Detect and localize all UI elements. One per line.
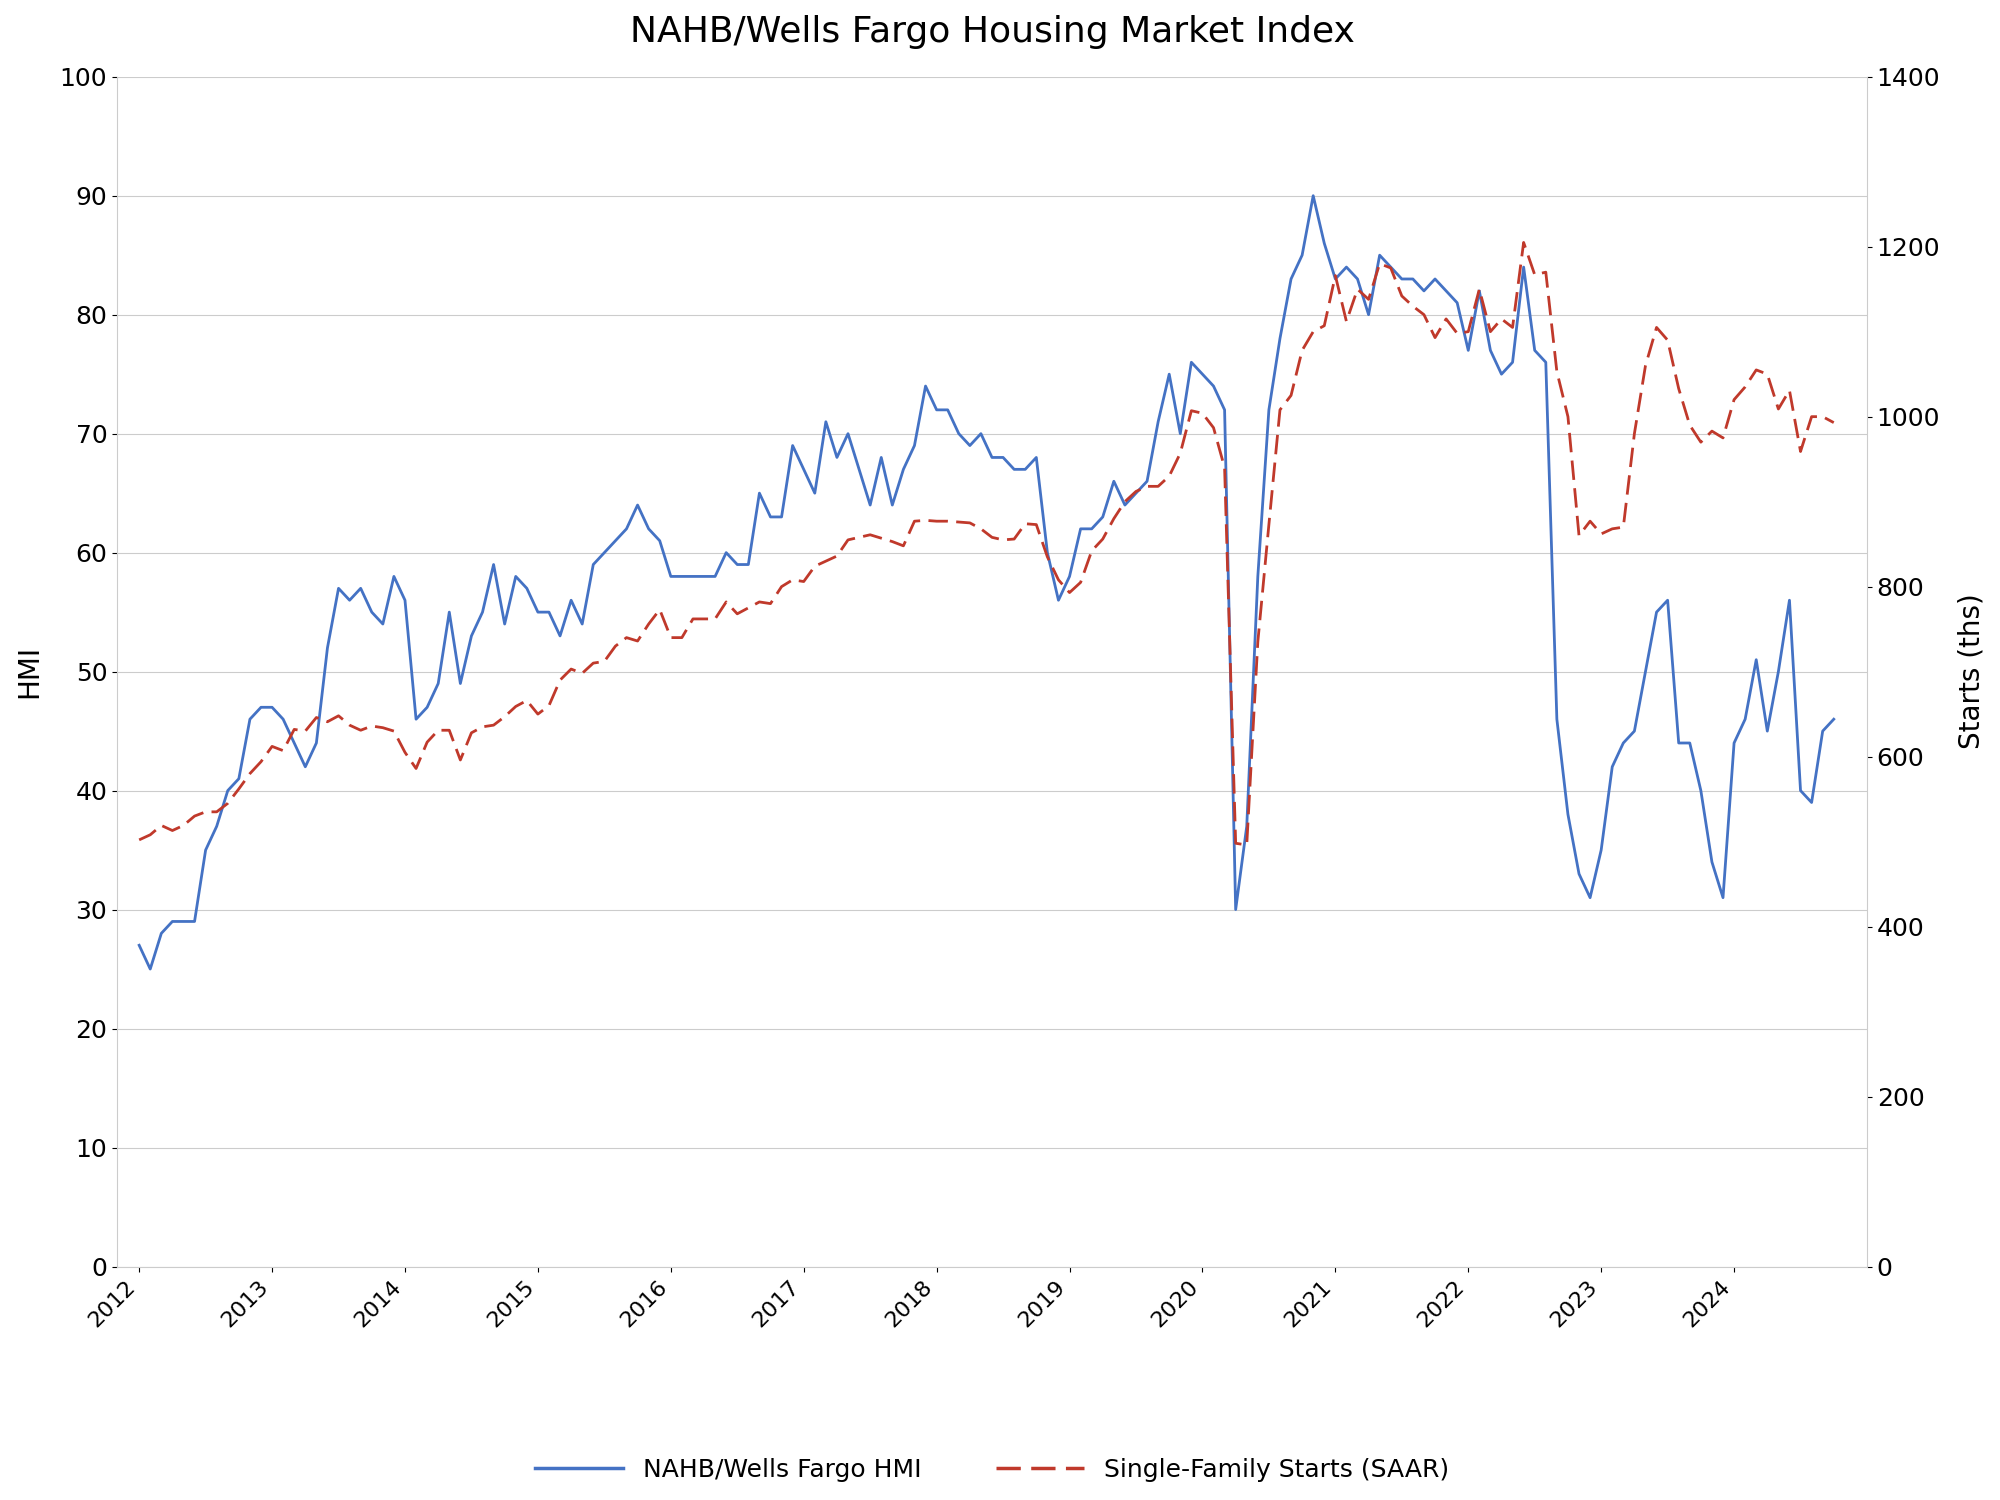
NAHB/Wells Fargo HMI	[128, 936, 152, 954]
Line: Single-Family Starts (SAAR): Single-Family Starts (SAAR)	[140, 243, 1834, 844]
Line: NAHB/Wells Fargo HMI: NAHB/Wells Fargo HMI	[140, 195, 1834, 969]
NAHB/Wells Fargo HMI	[736, 555, 760, 573]
Y-axis label: Starts (ths): Starts (ths)	[1958, 594, 1986, 750]
NAHB/Wells Fargo HMI	[1212, 400, 1236, 418]
Title: NAHB/Wells Fargo Housing Market Index: NAHB/Wells Fargo Housing Market Index	[630, 15, 1354, 50]
Legend: NAHB/Wells Fargo HMI, Single-Family Starts (SAAR): NAHB/Wells Fargo HMI, Single-Family Star…	[526, 1448, 1458, 1492]
Single-Family Starts (SAAR)	[726, 604, 750, 622]
Single-Family Starts (SAAR)	[128, 831, 152, 849]
Single-Family Starts (SAAR)	[1512, 234, 1536, 252]
Single-Family Starts (SAAR)	[1202, 419, 1226, 436]
Y-axis label: HMI: HMI	[14, 645, 42, 698]
NAHB/Wells Fargo HMI	[1302, 186, 1326, 204]
Single-Family Starts (SAAR)	[1822, 414, 1846, 432]
NAHB/Wells Fargo HMI	[138, 960, 162, 978]
NAHB/Wells Fargo HMI	[1534, 354, 1558, 372]
NAHB/Wells Fargo HMI	[1822, 710, 1846, 728]
NAHB/Wells Fargo HMI	[1600, 758, 1624, 776]
Single-Family Starts (SAAR)	[714, 592, 738, 610]
Single-Family Starts (SAAR)	[1400, 297, 1424, 315]
NAHB/Wells Fargo HMI	[1412, 282, 1436, 300]
Single-Family Starts (SAAR)	[1534, 262, 1558, 280]
Single-Family Starts (SAAR)	[1234, 836, 1258, 854]
NAHB/Wells Fargo HMI	[726, 555, 750, 573]
Single-Family Starts (SAAR)	[1600, 520, 1624, 538]
